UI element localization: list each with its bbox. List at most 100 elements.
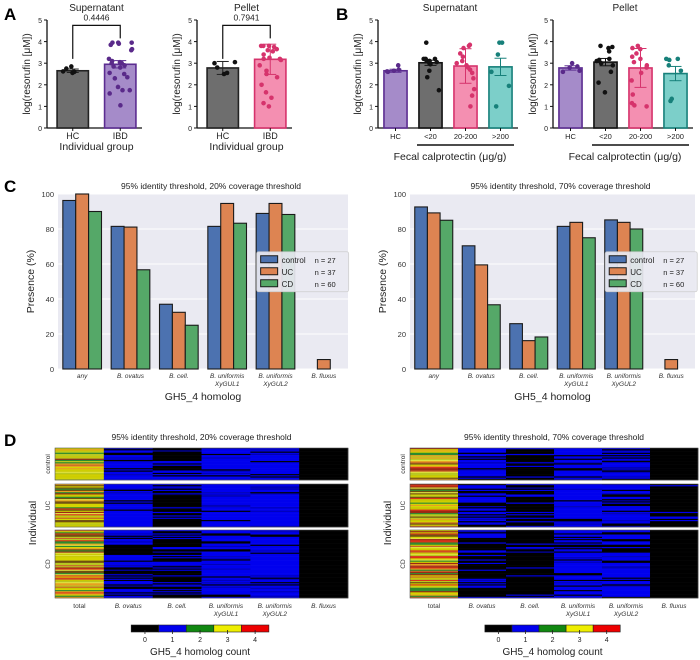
heatmap-cell [55, 578, 105, 581]
heatmap-cell [458, 493, 507, 495]
heatmap-cell [152, 583, 202, 585]
heatmap-cell [650, 514, 699, 516]
heatmap-cell [506, 458, 555, 461]
heatmap-cell [201, 461, 251, 463]
heatmap-cell [650, 515, 699, 517]
heatmap-cell [458, 515, 507, 517]
heatmap-cell [55, 457, 105, 459]
heatmap-cell [152, 507, 202, 509]
heatmap-cell [201, 582, 251, 584]
heatmap-cell [506, 463, 555, 465]
heatmap-cell [299, 562, 349, 565]
chart-title: Supernatant [423, 3, 478, 14]
heatmap-cell [650, 471, 699, 474]
legend-swatch-control [608, 255, 627, 264]
heatmap-cell [152, 540, 202, 542]
heatmap-cell [201, 477, 251, 480]
heatmap-cell [55, 562, 105, 565]
y-axis-label: log(resorufin [μM]) [172, 33, 183, 114]
legend-swatch-control [260, 255, 279, 264]
heatmap-cell [506, 532, 555, 534]
x-tick-label: XyGUL1 [214, 381, 240, 388]
heatmap-cell [250, 520, 300, 522]
data-point [395, 63, 401, 68]
heatmap-cell [410, 550, 459, 552]
heatmap-cell [458, 508, 507, 510]
heatmap-cell [506, 566, 555, 568]
heatmap-cell [650, 545, 699, 548]
heatmap-cell [554, 492, 603, 494]
heatmap-cell [299, 466, 349, 469]
heatmap-cell [554, 470, 603, 473]
heatmap-cell [650, 581, 699, 583]
heatmap-cell [55, 456, 105, 458]
heatmap-cell [458, 518, 507, 521]
heatmap-cell [103, 523, 153, 525]
heatmap-cell [650, 513, 699, 515]
column-label: total [73, 603, 86, 610]
chart-title: 95% identity threshold, 70% coverage thr… [464, 432, 644, 442]
x-tick-label: B. fluxus [311, 373, 337, 380]
heatmap-cell [103, 524, 153, 527]
heatmap-cell [55, 463, 105, 465]
heatmap-cell [602, 452, 651, 455]
data-point [575, 64, 580, 69]
heatmap-cell [250, 469, 300, 471]
heatmap-cell [55, 567, 105, 569]
heatmap-cell [650, 571, 699, 574]
data-point [259, 82, 264, 88]
colorbar-tick-label: 0 [143, 637, 147, 644]
heatmap-cell [201, 470, 251, 473]
heatmap-cell [201, 596, 251, 599]
heatmap-cell [250, 596, 300, 599]
heatmap-cell [201, 558, 251, 560]
heatmap-cell [602, 513, 651, 515]
heatmap-cell [152, 545, 202, 548]
colorbar-tick-label: 1 [524, 637, 528, 644]
heatmap-cell [506, 501, 555, 503]
heatmap-cell [103, 536, 153, 539]
heatmap-cell [650, 575, 699, 577]
data-point [125, 74, 130, 80]
data-point [384, 69, 390, 74]
heatmap-cell [250, 490, 300, 493]
heatmap-cell [410, 490, 459, 493]
heatmap-cell [55, 509, 105, 512]
heatmap-cell [103, 549, 153, 551]
heatmap-cell [602, 524, 651, 527]
heatmap-cell [650, 499, 699, 501]
heatmap-cell [410, 476, 459, 478]
heatmap-cell [103, 532, 153, 534]
heatmap-cell [299, 459, 349, 462]
heatmap-cell [554, 585, 603, 587]
legend-n: n = 60 [315, 280, 336, 289]
heatmap-cell [554, 506, 603, 508]
heatmap-cell [103, 579, 153, 582]
heatmap-cell [299, 571, 349, 574]
heatmap-cell [410, 502, 459, 505]
heatmap-cell [299, 497, 349, 500]
heatmap-cell [410, 450, 459, 452]
heatmap-cell [250, 457, 300, 459]
heatmap-cell [152, 590, 202, 592]
heatmap-cell [554, 570, 603, 573]
heatmap-cell [299, 457, 349, 459]
heatmap-cell [152, 569, 202, 572]
heatmap-cell [410, 468, 459, 470]
heatmap-cell [152, 456, 202, 458]
heatmap-cell [650, 565, 699, 567]
heatmap-cell [650, 474, 699, 476]
heatmap-cell [103, 562, 153, 565]
x-tick-label: IBD [113, 131, 129, 141]
heatmap-cell [410, 582, 459, 584]
heatmap-cell [602, 466, 651, 469]
heatmap-cell [55, 474, 105, 476]
heatmap-cell [103, 501, 153, 503]
heatmap-cell [554, 535, 603, 538]
heatmap-cell [458, 495, 507, 498]
heatmap-cell [250, 502, 300, 505]
heatmap-cell [201, 494, 251, 496]
